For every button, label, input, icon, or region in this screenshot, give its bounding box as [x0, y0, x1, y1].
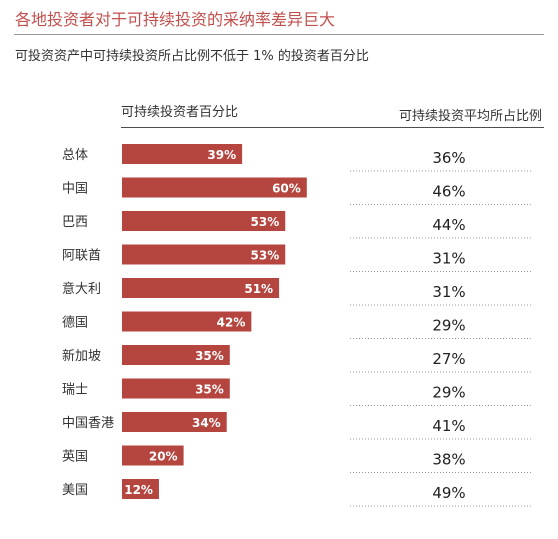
- avg-share-label: 31%: [432, 283, 465, 301]
- bar-value-label: 60%: [272, 182, 301, 196]
- bar-value-label: 51%: [244, 282, 273, 296]
- chart-title: 各地投资者对于可持续投资的采纳率差异巨大: [15, 10, 336, 29]
- avg-share-label: 27%: [432, 350, 465, 368]
- avg-share-label: 29%: [432, 317, 465, 335]
- category-label: 巴西: [62, 215, 88, 230]
- avg-share-label: 41%: [432, 417, 465, 435]
- category-label: 英国: [62, 450, 88, 465]
- bar-value-label: 42%: [217, 316, 246, 330]
- header-divider: [121, 127, 544, 128]
- category-label: 瑞士: [62, 383, 88, 398]
- left-column-header: 可持续投资者百分比: [121, 105, 239, 120]
- bar: [122, 244, 286, 265]
- bar-value-label: 34%: [192, 416, 221, 430]
- category-label: 中国香港: [62, 416, 114, 431]
- avg-share-label: 49%: [432, 484, 465, 502]
- bar: [122, 211, 286, 231]
- bar-value-label: 53%: [251, 249, 280, 263]
- avg-share-label: 36%: [432, 149, 465, 167]
- bar-value-label: 12%: [124, 483, 153, 497]
- bar-value-label: 20%: [149, 450, 178, 464]
- bar-value-label: 53%: [251, 215, 280, 229]
- right-column-header: 可持续投资平均所占比例: [398, 109, 542, 124]
- bar: [122, 412, 227, 432]
- category-label: 中国: [62, 182, 88, 197]
- category-label: 新加坡: [62, 348, 101, 364]
- avg-share-label: 44%: [432, 216, 465, 234]
- bar-value-label: 35%: [195, 349, 224, 363]
- bar: [122, 345, 230, 365]
- avg-share-label: 29%: [432, 384, 465, 402]
- category-label: 总体: [62, 148, 88, 163]
- bar: [122, 311, 252, 332]
- bar: [122, 144, 243, 164]
- bar-value-label: 35%: [195, 383, 224, 397]
- title-divider: [14, 34, 544, 35]
- avg-share-label: 46%: [432, 183, 465, 201]
- avg-share-label: 31%: [432, 250, 465, 268]
- category-label: 德国: [62, 316, 88, 331]
- category-label: 阿联酋: [62, 248, 101, 264]
- category-label: 意大利: [62, 281, 101, 297]
- bar: [122, 479, 159, 499]
- bar-value-label: 39%: [207, 148, 236, 162]
- bar: [122, 445, 184, 466]
- avg-share-label: 38%: [432, 451, 465, 469]
- chart-subtitle: 可投资资产中可持续投资所占比例不低于 1% 的投资者百分比: [15, 49, 369, 64]
- bar: [122, 278, 280, 298]
- category-label: 美国: [62, 483, 88, 498]
- bar: [122, 177, 307, 198]
- bar: [122, 378, 230, 399]
